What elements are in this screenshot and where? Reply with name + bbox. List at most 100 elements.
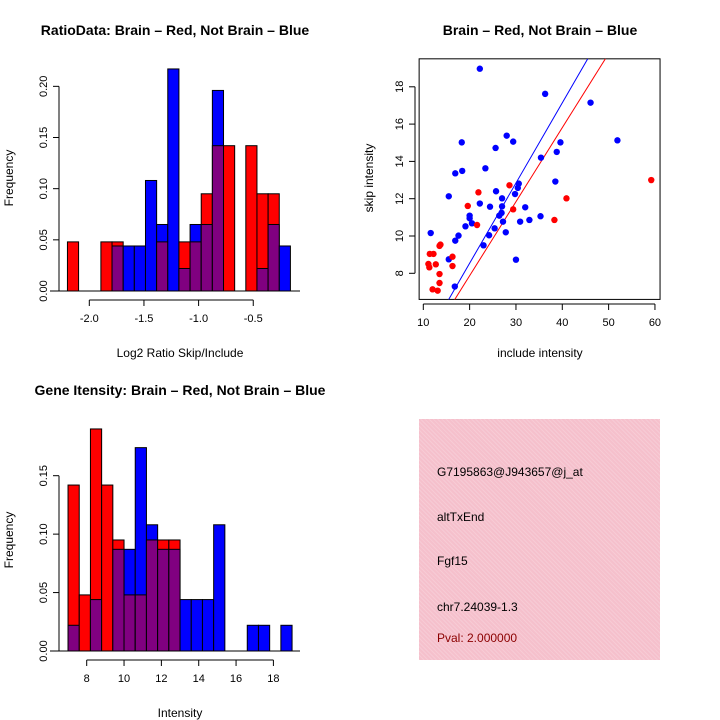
event-type: altTxEnd <box>437 510 485 524</box>
point-brain <box>464 202 471 210</box>
point-brain <box>449 262 456 270</box>
x-tick-label: -0.5 <box>244 313 263 325</box>
point-brain <box>426 264 433 271</box>
point-not-brain <box>451 283 459 290</box>
bar-not-brain <box>246 624 259 652</box>
point-brain <box>429 286 436 293</box>
bar-overlap <box>134 594 147 652</box>
point-brain <box>436 242 443 250</box>
point-brain <box>432 261 440 268</box>
point-not-brain <box>491 225 498 232</box>
bar-overlap <box>178 267 191 292</box>
x-tick-label: 40 <box>556 317 568 329</box>
point-not-brain <box>485 232 493 239</box>
x-tick-label: 60 <box>649 317 661 329</box>
y-tick-label: 0.00 <box>38 280 50 301</box>
bar-brain <box>245 145 258 292</box>
point-not-brain <box>537 213 544 220</box>
bar-brain <box>66 241 80 292</box>
bar-overlap <box>211 145 225 292</box>
point-not-brain <box>480 242 487 249</box>
point-brain <box>436 279 443 287</box>
y-tick-label: 0.20 <box>38 76 50 97</box>
point-not-brain <box>462 223 469 230</box>
bar-overlap <box>256 267 269 292</box>
x-axis-label: Log2 Ratio Skip/Include <box>117 346 244 360</box>
fit-line-not-brain <box>448 58 589 300</box>
bar-overlap <box>267 223 280 292</box>
x-axis-label: Intensity <box>158 706 203 720</box>
point-brain <box>430 250 437 258</box>
point-brain <box>509 206 517 213</box>
bar-not-brain <box>144 179 158 292</box>
point-not-brain <box>452 170 459 177</box>
point-not-brain <box>522 204 529 211</box>
point-not-brain <box>511 190 519 198</box>
point-brain <box>473 221 481 229</box>
point-not-brain <box>445 193 452 200</box>
point-not-brain <box>496 212 503 219</box>
bar-overlap <box>189 241 202 292</box>
bar-not-brain <box>179 599 192 652</box>
point-not-brain <box>614 137 621 144</box>
point-brain <box>449 253 456 260</box>
point-not-brain <box>499 218 507 225</box>
y-tick-label: 0.15 <box>38 127 50 148</box>
x-tick-label: 14 <box>193 673 205 685</box>
point-not-brain <box>455 232 462 239</box>
point-not-brain <box>452 237 459 244</box>
y-axis-label: skip intensity <box>362 144 376 213</box>
bar-overlap <box>112 548 125 652</box>
point-not-brain <box>498 203 506 210</box>
fit-line-brain <box>454 58 606 300</box>
x-tick-label: -2.0 <box>80 313 99 325</box>
point-not-brain <box>541 90 549 98</box>
x-tick-label: 8 <box>84 673 90 685</box>
x-tick-label: 16 <box>230 673 242 685</box>
x-axis-label: include intensity <box>497 346 582 360</box>
chart-title: Brain – Red, Not Brain – Blue <box>443 22 638 38</box>
point-not-brain <box>553 148 560 156</box>
bar-not-brain <box>257 624 271 652</box>
pval-text: Pval: 2.000000 <box>437 631 518 645</box>
point-brain <box>506 182 513 189</box>
point-not-brain <box>427 229 434 237</box>
bar-brain <box>100 241 113 292</box>
y-tick-label: 8 <box>394 270 406 276</box>
chart-title: RatioData: Brain – Red, Not Brain – Blue <box>41 22 310 38</box>
point-not-brain <box>502 229 509 236</box>
x-tick-label: -1.5 <box>134 313 153 325</box>
point-not-brain <box>458 139 465 146</box>
point-not-brain <box>552 178 559 185</box>
bar-brain <box>223 145 236 292</box>
x-tick-label: 12 <box>155 673 167 685</box>
point-not-brain <box>468 220 476 227</box>
gene-name: Fgf15 <box>437 554 468 568</box>
y-axis-label: Frequency <box>2 150 16 207</box>
bar-overlap <box>200 223 213 292</box>
bar-not-brain <box>201 599 215 652</box>
bar-brain <box>78 594 91 652</box>
x-tick-label: 50 <box>602 317 614 329</box>
x-tick-label: -1.0 <box>189 313 208 325</box>
bar-not-brain <box>278 245 291 292</box>
point-brain <box>434 287 441 294</box>
point-brain <box>551 216 558 224</box>
chromosome-location: chr7.24039-1.3 <box>437 600 518 614</box>
point-not-brain <box>526 216 533 224</box>
point-not-brain <box>486 203 494 210</box>
bar-overlap <box>123 594 136 652</box>
point-not-brain <box>587 99 594 106</box>
point-not-brain <box>459 167 466 175</box>
bar-overlap <box>168 548 181 652</box>
point-not-brain <box>514 184 522 192</box>
point-not-brain <box>476 200 484 207</box>
bar-overlap <box>67 624 80 652</box>
point-not-brain <box>498 195 506 202</box>
y-tick-label: 0.05 <box>38 229 50 250</box>
bar-not-brain <box>167 68 180 292</box>
x-tick-label: 20 <box>464 317 476 329</box>
point-not-brain <box>476 65 484 72</box>
bar-overlap <box>145 539 159 652</box>
